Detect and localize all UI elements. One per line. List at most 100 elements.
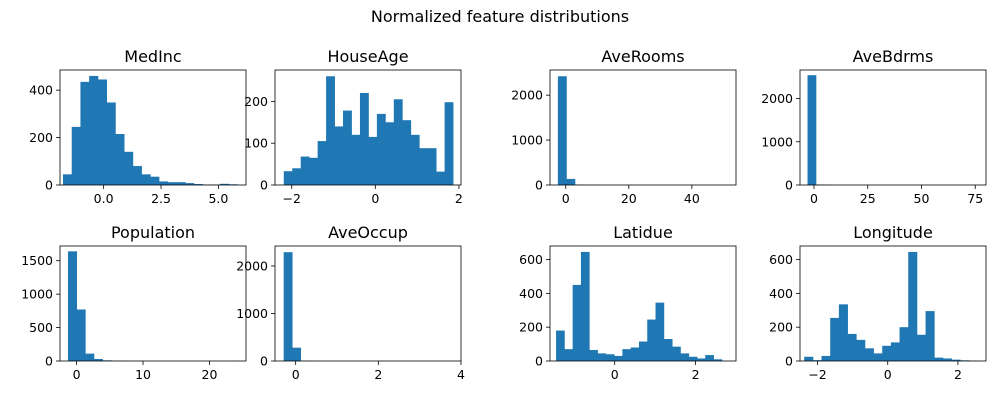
- histogram-bar: [882, 346, 891, 361]
- histogram-bar: [566, 179, 575, 185]
- y-tick-label: 0: [785, 178, 793, 193]
- histogram-bar: [926, 311, 935, 361]
- histogram-bar: [377, 114, 386, 185]
- histogram-bar: [309, 158, 318, 185]
- x-tick-label: 2: [692, 367, 700, 382]
- histogram-bar: [573, 285, 582, 361]
- y-tick-label: 200: [769, 320, 793, 335]
- histogram-bar: [631, 347, 640, 361]
- histogram-bar: [680, 353, 689, 361]
- histogram-bar: [917, 335, 926, 361]
- histogram-bar: [664, 339, 673, 361]
- histogram-bar: [689, 357, 698, 361]
- x-tick-label: 0: [73, 367, 81, 382]
- x-tick-label: 10: [135, 367, 151, 382]
- histogram-bar: [672, 347, 681, 361]
- subplot-title: HouseAge: [327, 47, 408, 66]
- x-tick-label: 25: [860, 191, 876, 206]
- histogram-bar: [419, 148, 428, 185]
- subplot-title: Latidue: [613, 223, 673, 242]
- histogram-bar: [908, 252, 917, 361]
- histogram-bar: [874, 353, 883, 361]
- x-tick-label: 40: [684, 191, 700, 206]
- y-tick-label: 0: [45, 178, 53, 193]
- histogram-bar: [705, 355, 714, 361]
- histogram-bar: [124, 152, 133, 185]
- y-tick-label: 1000: [761, 134, 793, 149]
- histogram-bar: [85, 354, 94, 361]
- histogram-bar: [72, 127, 81, 185]
- histogram-bar: [804, 357, 813, 361]
- y-tick-label: 100: [244, 136, 268, 151]
- y-tick-label: 0: [535, 178, 543, 193]
- histogram-bar: [436, 172, 445, 185]
- histogram-bar: [301, 157, 310, 185]
- histogram-bar: [656, 303, 665, 361]
- histogram-bar: [856, 340, 865, 361]
- x-tick-label: 0: [884, 367, 892, 382]
- histogram-bar: [822, 356, 831, 361]
- y-tick-label: 2000: [511, 88, 543, 103]
- y-tick-label: 400: [519, 286, 543, 301]
- y-tick-label: 200: [244, 94, 268, 109]
- histogram-bar: [159, 181, 168, 185]
- histogram-bar: [292, 348, 301, 361]
- histogram-bar: [848, 334, 857, 361]
- histogram-bar: [556, 331, 565, 361]
- y-tick-label: 0: [260, 178, 268, 193]
- y-tick-label: 2000: [761, 91, 793, 106]
- x-tick-label: 4: [457, 367, 465, 382]
- y-tick-label: 1500: [21, 253, 53, 268]
- x-tick-label: 2: [954, 367, 962, 382]
- x-tick-label: 2: [455, 191, 463, 206]
- histogram-bar: [934, 358, 943, 361]
- y-tick-label: 2000: [236, 258, 268, 273]
- histogram-bar: [326, 76, 335, 185]
- histogram-bar: [891, 342, 900, 361]
- histogram-bar: [558, 76, 567, 185]
- subplot-title: AveOccup: [328, 223, 408, 242]
- y-tick-label: 1000: [21, 287, 53, 302]
- y-tick-label: 0: [535, 354, 543, 369]
- histogram-bar: [142, 174, 151, 185]
- histogram-bar: [335, 126, 344, 185]
- histogram-bar: [581, 252, 590, 361]
- x-tick-label: 50: [914, 191, 930, 206]
- histogram-bar: [115, 134, 124, 185]
- histogram-bar: [292, 168, 301, 185]
- y-tick-label: 200: [519, 320, 543, 335]
- histogram-bar: [639, 342, 648, 361]
- histogram-bar: [589, 350, 598, 361]
- subplot-title: Population: [111, 223, 195, 242]
- subplot-title: AveBdrms: [853, 47, 934, 66]
- histogram-bar: [77, 310, 86, 361]
- x-tick-label: 20: [202, 367, 218, 382]
- histogram-bar: [284, 252, 293, 361]
- histogram-bar: [445, 102, 454, 185]
- histogram-bar: [168, 182, 177, 185]
- y-tick-label: 1000: [511, 133, 543, 148]
- histogram-bar: [402, 120, 411, 185]
- histogram-bar: [614, 356, 623, 361]
- histogram-bar: [80, 82, 89, 185]
- histogram-bar: [150, 177, 159, 185]
- histogram-bar: [107, 102, 116, 185]
- subplot-title: AveRooms: [601, 47, 684, 66]
- histogram-bar: [598, 353, 607, 361]
- histogram-bar: [343, 111, 352, 185]
- histogram-bar: [98, 79, 107, 185]
- x-tick-label: 0.0: [94, 191, 114, 206]
- subplot-title: Longitude: [853, 223, 933, 242]
- histogram-bar: [368, 137, 377, 185]
- x-tick-label: 75: [967, 191, 983, 206]
- histogram-bar: [622, 349, 631, 361]
- histogram-bar: [900, 327, 909, 361]
- histogram-bar: [360, 93, 369, 185]
- histogram-bar: [318, 141, 327, 185]
- y-tick-label: 1000: [236, 306, 268, 321]
- y-tick-label: 600: [519, 252, 543, 267]
- y-tick-label: 500: [29, 320, 53, 335]
- x-tick-label: 0: [371, 191, 379, 206]
- histogram-bar: [808, 75, 817, 185]
